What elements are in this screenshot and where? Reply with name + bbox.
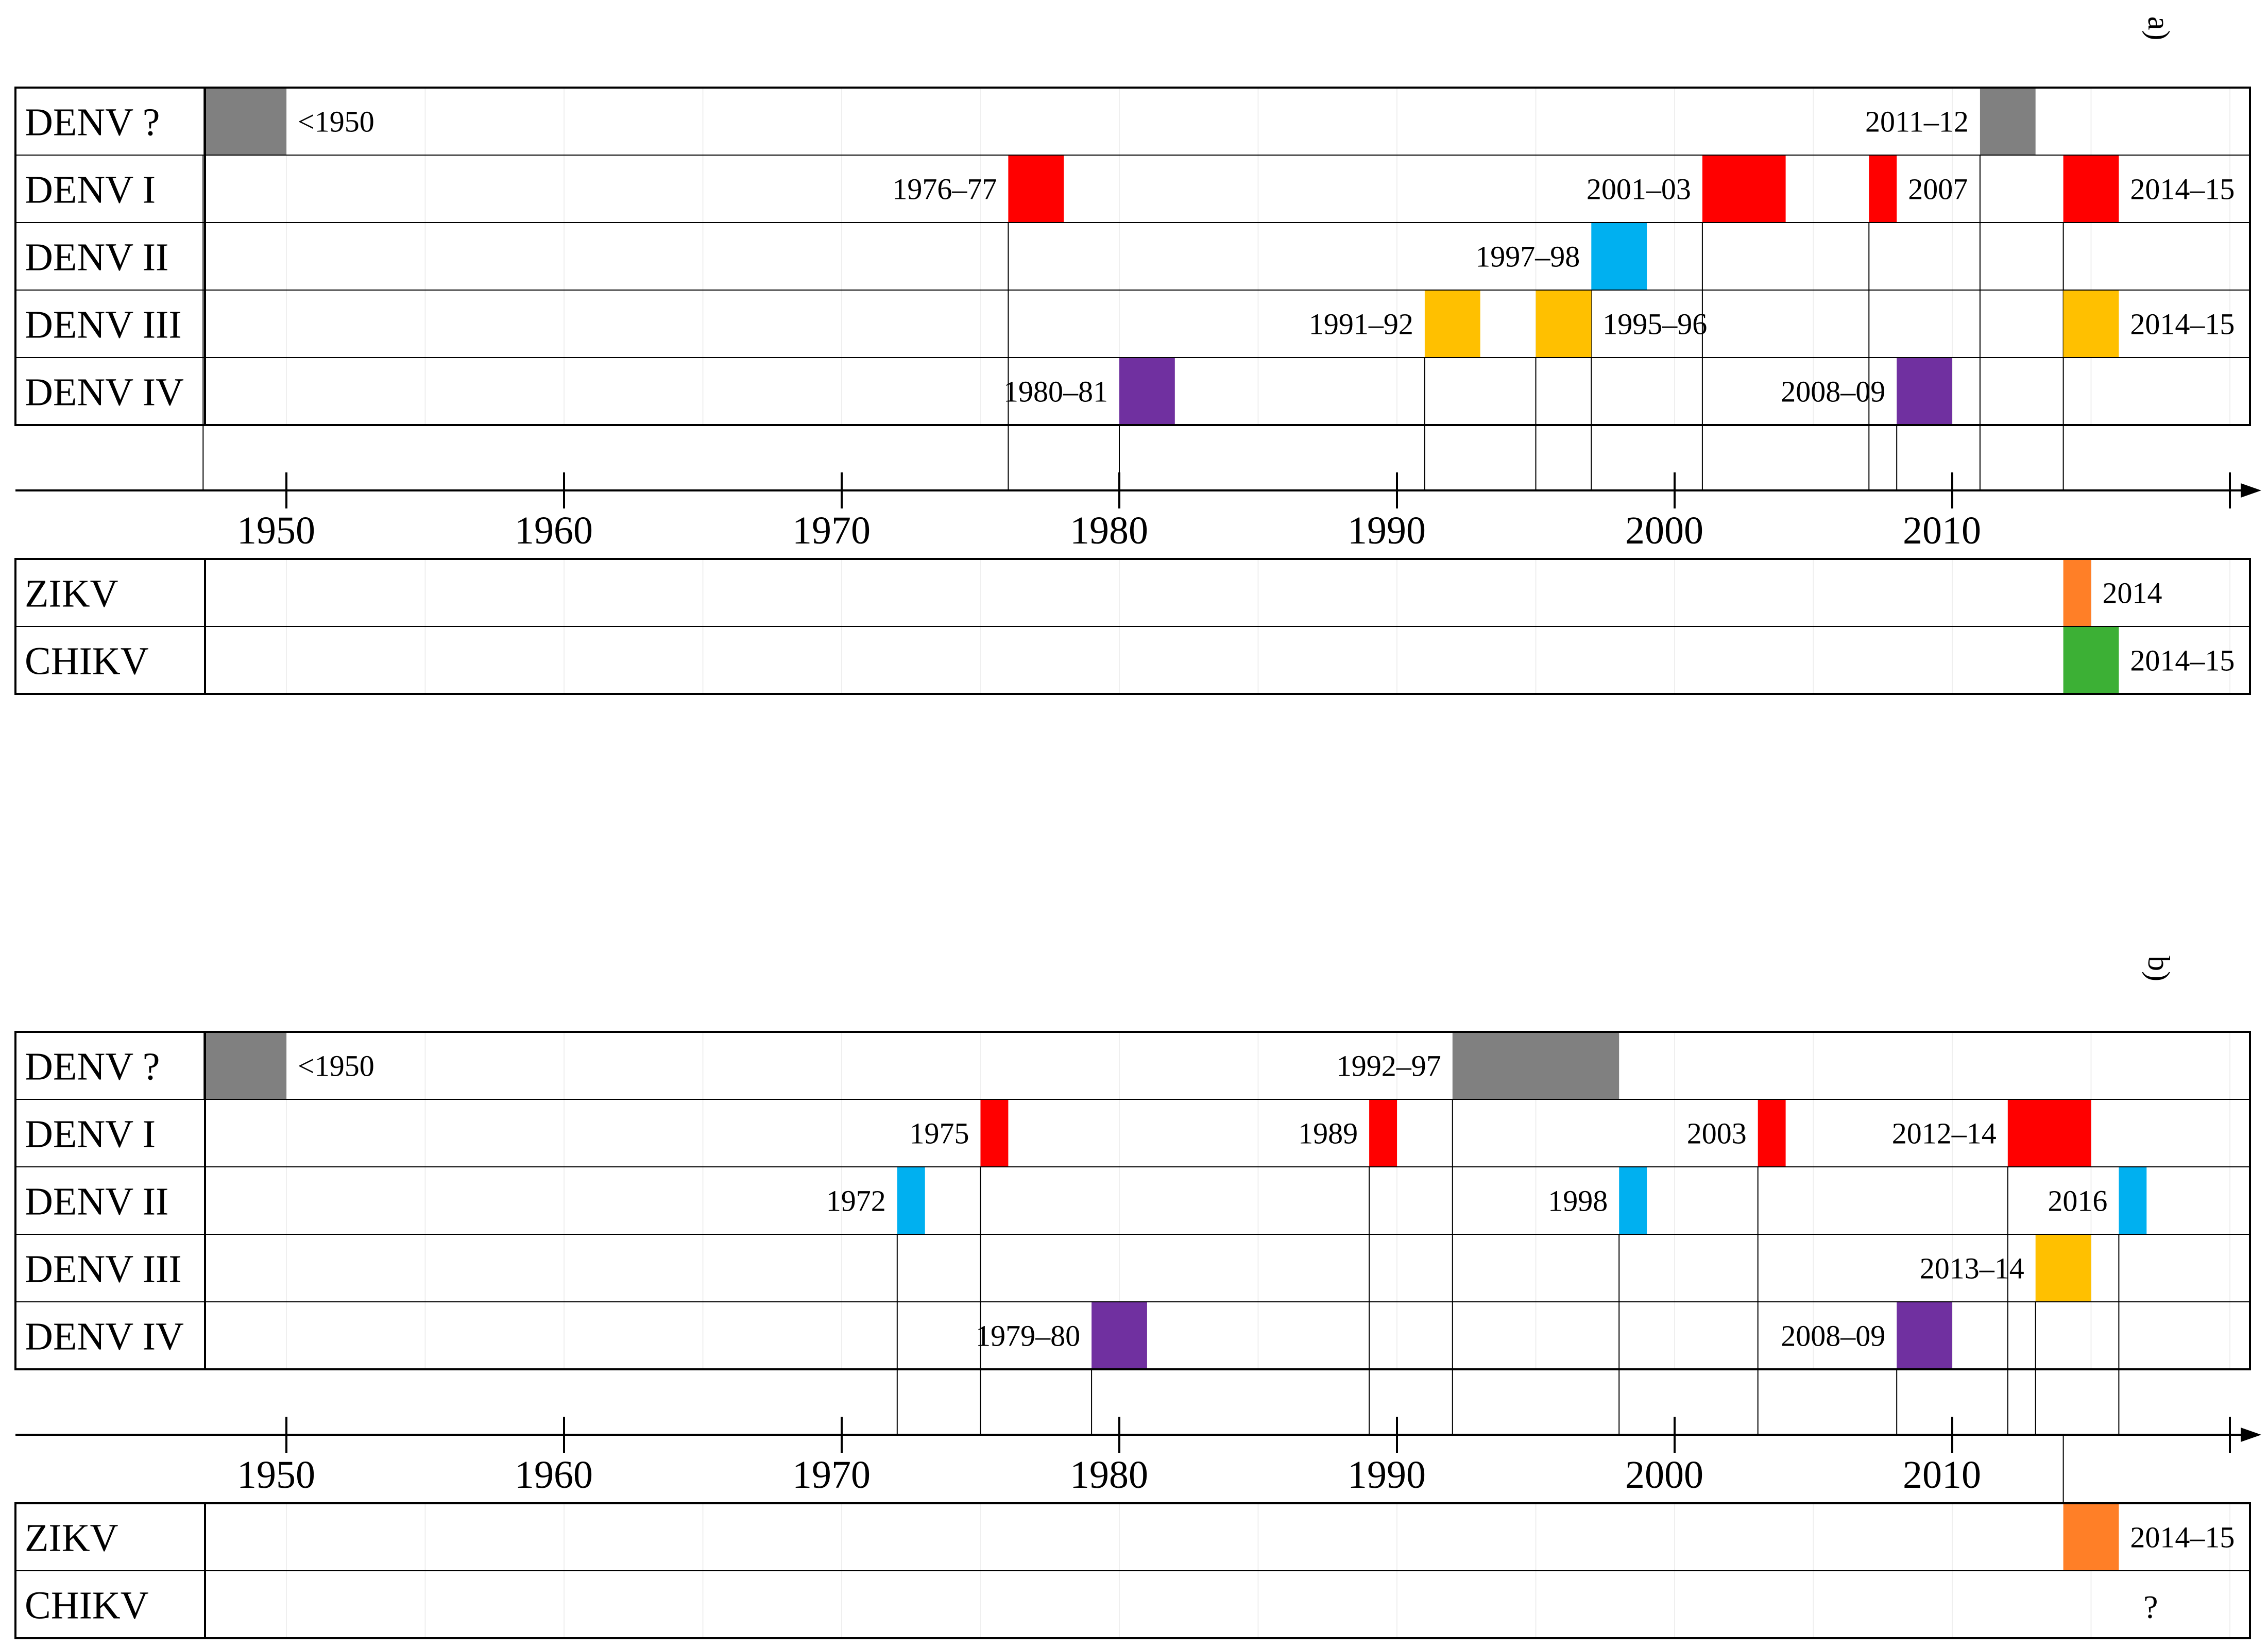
- event-label: <1950: [298, 105, 374, 139]
- dengue-rows: DENV ? DENV I DENV II DENV III DENV IV: [14, 1031, 2251, 1370]
- event-label: 1979–80: [976, 1319, 1080, 1353]
- row-label-denv-iv: DENV IV: [25, 1315, 184, 1359]
- event-bar-denv-iv: [1897, 1302, 1952, 1369]
- axis-tick-label: 1980: [1070, 509, 1148, 552]
- row-label-denv: DENV ?: [25, 101, 160, 144]
- event-label: 2014–15: [2130, 644, 2235, 677]
- axis-tick-label: 1960: [515, 509, 593, 552]
- event-label: 2014: [2103, 576, 2162, 610]
- axis-tick-label: 1970: [792, 509, 871, 552]
- event-label: 1975: [910, 1117, 969, 1150]
- arbovirus-rows: ZIKV CHIKV: [14, 558, 2251, 695]
- event-bar-denv-i: [980, 1099, 1009, 1167]
- row-label-denv-iii: DENV III: [25, 303, 182, 347]
- event-bar-denv-i: [2007, 1099, 2091, 1167]
- row-label-denv-ii: DENV II: [25, 236, 168, 279]
- event-label: <1950: [298, 1049, 374, 1083]
- event-bar-chikv: [2063, 626, 2119, 694]
- row-label-chikv: CHIKV: [25, 1584, 149, 1627]
- event-label: 1998: [1548, 1184, 1608, 1218]
- event-bar-denv-iv: [1092, 1302, 1147, 1369]
- row-label-denv-iv: DENV IV: [25, 371, 184, 414]
- event-label: 1976–77: [892, 173, 997, 206]
- event-label: 1995–96: [1602, 308, 1707, 341]
- axis-tick-label: 1990: [1348, 1453, 1426, 1497]
- axis-tick-label: 1950: [237, 509, 315, 552]
- event-bar-denv-iii: [1536, 290, 1592, 358]
- event-bar-denv-i: [1869, 155, 1897, 223]
- event-label: 1980–81: [1003, 375, 1108, 409]
- row-label-denv-i: DENV I: [25, 1113, 156, 1156]
- time-axis: 1950 1960 1970 1980 1990 2000 2010: [15, 1417, 2261, 1497]
- event-label: 2008–09: [1781, 375, 1885, 409]
- event-label: 1997–98: [1475, 240, 1580, 274]
- event-bar-denv-ii: [897, 1167, 925, 1234]
- event-label: 1989: [1298, 1117, 1358, 1150]
- row-label-denv: DENV ?: [25, 1045, 160, 1089]
- event-bar-denv-i: [1008, 155, 1064, 223]
- event-bar-denv-iv: [1897, 358, 1952, 425]
- row-label-zikv: ZIKV: [25, 1517, 118, 1560]
- row-label-zikv: ZIKV: [25, 572, 118, 616]
- axis-arrow-icon: [2241, 483, 2261, 498]
- event-bar-denv-i: [2063, 155, 2119, 223]
- unknown-marker: ?: [2143, 1589, 2158, 1625]
- event-label: 1972: [826, 1184, 886, 1218]
- event-label: 2013–14: [1920, 1252, 2024, 1285]
- axis-tick-label: 2010: [1903, 509, 1981, 552]
- axis-arrow-icon: [2241, 1428, 2261, 1442]
- event-label: 2007: [1908, 173, 1968, 206]
- event-label: 2011–12: [1865, 105, 1969, 139]
- row-label-denv-iii: DENV III: [25, 1248, 182, 1291]
- timeline-panel-a: a) <1950 2011–12 1976–77 2001–03 2007 2014–15 1…: [14, 16, 2261, 695]
- event-bar-denv-i: [1369, 1099, 1397, 1167]
- event-label: 2014–15: [2130, 308, 2235, 341]
- time-axis: 1950 1960 1970 1980 1990 2000 2010: [15, 472, 2261, 552]
- panel-label: a): [2142, 16, 2176, 41]
- row-frame: [14, 87, 2251, 426]
- axis-tick-label: 2000: [1625, 1453, 1703, 1497]
- row-label-denv-i: DENV I: [25, 168, 156, 212]
- event-label: 2016: [2048, 1184, 2107, 1218]
- event-label: 1991–92: [1309, 308, 1413, 341]
- event-bar-denv-iii: [1424, 290, 1480, 358]
- timeline-panel-b: b) <1950 1992–97 1975 1989 2003 2012–14 1972 199…: [14, 956, 2261, 1639]
- axis-tick-label: 1980: [1070, 1453, 1148, 1497]
- event-bar-denv-ii: [1619, 1167, 1647, 1234]
- event-bar-denv-ii: [1591, 223, 1647, 290]
- event-label: 2003: [1687, 1117, 1747, 1150]
- event-label: 2008–09: [1781, 1319, 1885, 1353]
- axis-tick-label: 2000: [1625, 509, 1703, 552]
- event-bar-denv-iii: [2063, 290, 2119, 358]
- event-bar-denv-iii: [2035, 1234, 2091, 1302]
- event-bar-zikv: [2063, 1503, 2119, 1571]
- panel-label: b): [2142, 956, 2176, 981]
- event-bar-denv: [1452, 1032, 1619, 1099]
- event-bar-denv: [203, 1032, 286, 1099]
- event-bar-denv-ii: [2119, 1167, 2147, 1234]
- row-frame: [14, 1031, 2251, 1370]
- event-label: 2001–03: [1587, 173, 1691, 206]
- row-label-denv-ii: DENV II: [25, 1180, 168, 1224]
- event-bar-denv-iv: [1119, 358, 1175, 425]
- event-label: 2014–15: [2130, 1521, 2235, 1554]
- event-bar-denv: [1980, 88, 2036, 155]
- axis-tick-label: 1950: [237, 1453, 315, 1497]
- dengue-rows: DENV ? DENV I DENV II DENV III DENV IV: [14, 87, 2251, 426]
- event-label: 2014–15: [2130, 173, 2235, 206]
- event-bar-denv-i: [1758, 1099, 1786, 1167]
- event-bar-denv-i: [1702, 155, 1786, 223]
- event-label: 2012–14: [1892, 1117, 1997, 1150]
- axis-tick-label: 1960: [515, 1453, 593, 1497]
- event-bar-denv: [203, 88, 286, 155]
- axis-tick-label: 1970: [792, 1453, 871, 1497]
- row-label-chikv: CHIKV: [25, 640, 149, 683]
- axis-tick-label: 2010: [1903, 1453, 1981, 1497]
- event-label: 1992–97: [1337, 1049, 1441, 1083]
- arbovirus-rows: ZIKV CHIKV: [14, 1502, 2251, 1639]
- event-bar-zikv: [2063, 559, 2091, 626]
- axis-tick-label: 1990: [1348, 509, 1426, 552]
